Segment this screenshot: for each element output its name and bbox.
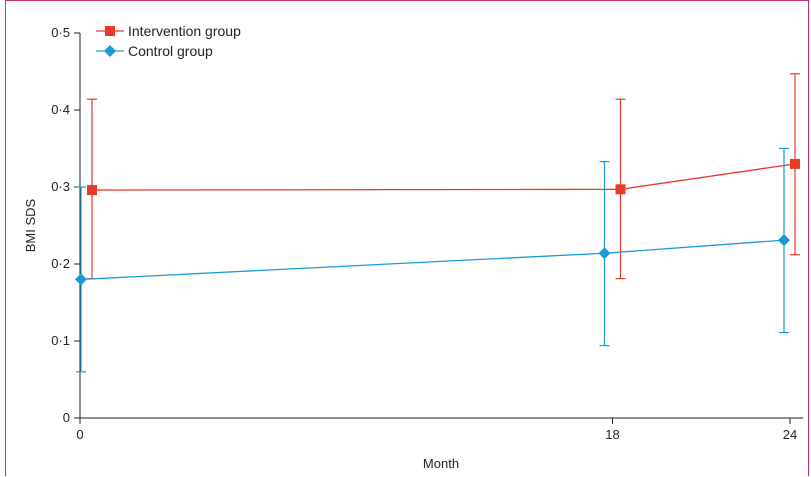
data-point-marker — [615, 184, 626, 195]
legend-marker — [104, 45, 116, 57]
y-tick-label: 0·1 — [51, 333, 70, 348]
data-point-marker — [87, 185, 97, 196]
legend-item-control: Control group — [96, 43, 213, 59]
data-point-marker — [75, 273, 87, 286]
series-line — [80, 239, 785, 281]
y-tick-label: 0·5 — [51, 25, 70, 40]
x-tick-label: 0 — [76, 427, 83, 442]
y-tick-label: 0·2 — [51, 256, 70, 271]
series-intervention — [87, 73, 800, 280]
x-tick-label: 18 — [605, 427, 619, 442]
legend-marker — [105, 26, 115, 36]
x-tick-label: 24 — [783, 427, 797, 442]
series-layer — [75, 73, 800, 373]
x-axis-title: Month — [423, 456, 459, 471]
legend: Intervention group Control group — [96, 23, 241, 59]
data-point-marker — [778, 234, 790, 247]
legend-item-intervention: Intervention group — [96, 23, 241, 39]
series-control — [75, 147, 790, 373]
y-tick-label: 0·3 — [51, 179, 70, 194]
legend-label: Control group — [128, 43, 213, 59]
y-axis-title: BMI SDS — [23, 198, 38, 252]
data-point-marker — [598, 247, 611, 260]
y-tick-label: 0 — [63, 410, 70, 425]
y-tick-label: 0·4 — [51, 102, 70, 117]
data-point-marker — [790, 158, 800, 169]
axes: 0 0·1 0·2 0·3 0·4 0·5 0 18 24 — [51, 25, 803, 442]
legend-label: Intervention group — [128, 23, 241, 39]
figure-frame — [5, 0, 809, 476]
series-line — [91, 163, 796, 191]
